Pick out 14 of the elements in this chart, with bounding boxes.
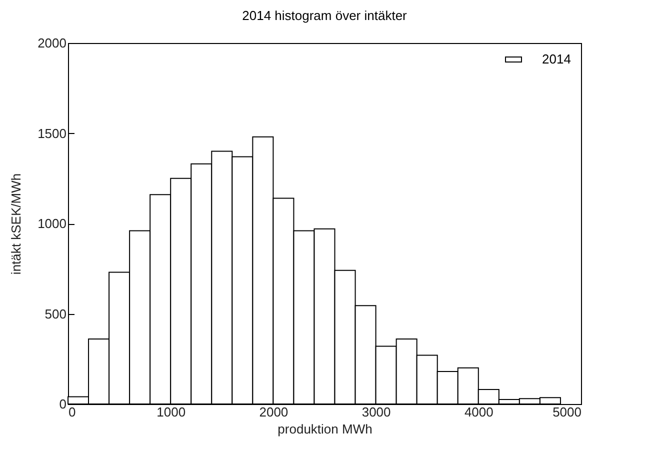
y-tick-label: 500 <box>44 306 66 322</box>
y-tick-label: 1500 <box>38 126 66 141</box>
y-tick-label: 2000 <box>38 36 66 50</box>
x-tick-label: 4000 <box>464 404 494 420</box>
x-tick-label: 3000 <box>362 404 391 420</box>
x-tick-label: 1000 <box>156 404 186 420</box>
x-tick-label: 0 <box>68 404 76 420</box>
legend-label: 2014 <box>542 52 571 66</box>
x-tick-label: 2000 <box>259 404 288 420</box>
chart-title: 2014 histogram över intäkter <box>242 8 408 23</box>
x-tick-label: 5000 <box>552 404 582 420</box>
y-tick-label: 1000 <box>38 216 66 231</box>
x-axis-title: produktion MWh <box>278 422 372 436</box>
y-axis-title: intäkt kSEK/MWh <box>8 173 24 275</box>
